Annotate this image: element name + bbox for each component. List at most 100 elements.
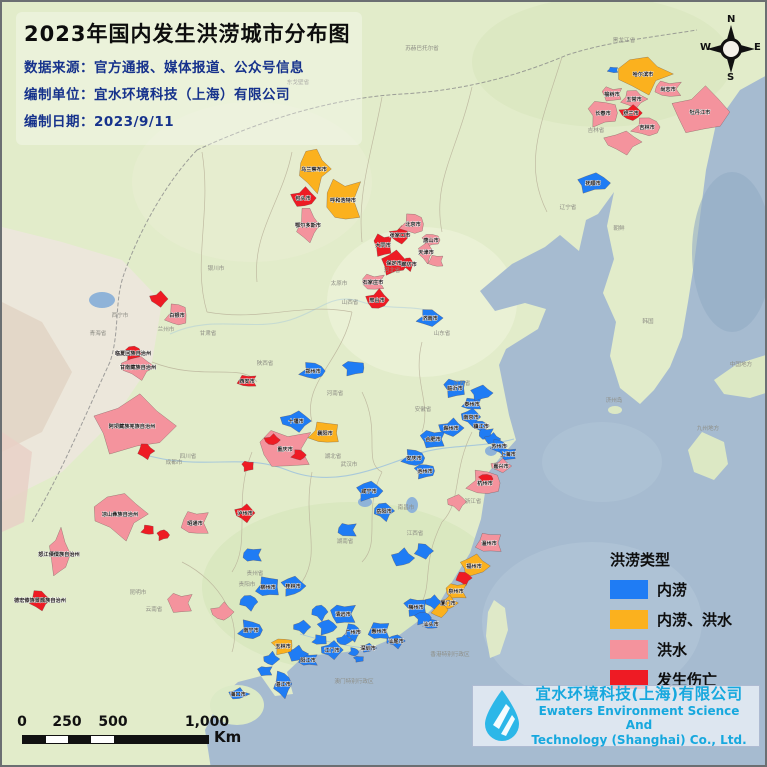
region-label: 福州市 <box>465 562 482 570</box>
region-label: 怒江傈僳族自治州 <box>38 550 80 558</box>
map-region <box>455 571 473 587</box>
map-region <box>447 494 467 512</box>
qinghai-lake <box>89 292 115 308</box>
author-line: 编制单位：宜水环境科技（上海）有限公司 <box>24 87 290 103</box>
map-region-阿坝藏族羌族自治州 <box>93 393 177 455</box>
map-region-天津市 <box>418 241 435 265</box>
map-region-泉州市 <box>445 583 468 599</box>
region-label: 南京市 <box>463 413 479 421</box>
map-region-凉山彝族自治州 <box>93 493 149 542</box>
map-region <box>156 529 171 542</box>
map-region-湛江市 <box>273 670 293 700</box>
place-label: 云南省 <box>146 605 163 613</box>
place-label: 武汉市 <box>341 460 358 468</box>
map-region-汕尾市 <box>386 634 406 650</box>
region-label: 桂林市 <box>284 582 301 590</box>
map-region <box>167 593 193 613</box>
place-label: 辽宁省 <box>560 203 577 211</box>
map-region <box>210 601 235 621</box>
map-region <box>477 474 494 486</box>
map-region-白银市 <box>163 303 187 326</box>
region-label: 乌兰察布市 <box>301 165 328 173</box>
legend-label: 内涝 <box>657 581 688 599</box>
province-boundaries <box>151 56 563 653</box>
data-source-line: 数据来源：官方通报、媒体报道、公众号信息 <box>24 60 304 76</box>
region-label: 德宏傣族景颇族自治州 <box>14 596 66 604</box>
map-region <box>140 524 154 535</box>
map-region-滁州市 <box>438 417 465 437</box>
place-label: 湖北省 <box>325 452 342 460</box>
region-label: 海口市 <box>230 690 246 698</box>
region-label: 白银市 <box>169 311 185 319</box>
jeju-island <box>608 406 622 414</box>
place-label: 南昌市 <box>398 503 415 511</box>
map-region-江门市 <box>320 640 344 661</box>
legend-swatch-nl <box>610 580 648 599</box>
region-label: 岳阳市 <box>376 507 392 515</box>
scale-tick-label: 250 <box>52 714 82 730</box>
place-label: 贵州省 <box>247 569 264 577</box>
region-label: 天津市 <box>418 248 434 256</box>
map-region-咸宁市 <box>356 480 384 502</box>
place-label: 河北省 <box>384 266 401 274</box>
region-label: 襄阳市 <box>316 429 333 437</box>
national-boundary <box>31 29 698 523</box>
map-region-玉林市 <box>270 638 293 656</box>
place-label: 朝鲜 <box>613 224 625 232</box>
region-label: 廊坊市 <box>401 260 417 268</box>
scale-bar-graphic <box>22 735 209 744</box>
region-label: 郑州市 <box>305 367 321 375</box>
place-label: 山西省 <box>342 298 359 306</box>
compass-rose: N E S W <box>700 14 762 86</box>
taiwan-island <box>486 600 508 658</box>
map-region-甘南藏族自治州 <box>121 356 157 381</box>
region-label: 榆树市 <box>604 90 620 98</box>
region-label: 温州市 <box>481 539 497 547</box>
compass-west-label: W <box>700 42 712 53</box>
map-region-临沂市 <box>443 378 466 399</box>
company-name-cn: 宜水环境科技(上海)有限公司 <box>535 685 743 704</box>
map-region-保定市 <box>381 249 409 276</box>
map-region-昭通市 <box>180 511 209 534</box>
map-region <box>239 595 259 612</box>
map-region-深圳市 <box>360 642 378 653</box>
place-label: 河南省 <box>327 389 344 397</box>
region-label: 江门市 <box>324 646 340 654</box>
map-region-南宁市 <box>236 619 263 639</box>
region-label: 杭州市 <box>477 479 493 487</box>
map-region-十堰市 <box>279 410 312 433</box>
region-label: 深圳市 <box>360 644 376 652</box>
legend-item-nl: 内涝 <box>610 579 732 600</box>
map-region <box>606 66 619 73</box>
map-region-鄂尔多斯市 <box>296 208 320 244</box>
map-region <box>337 523 357 537</box>
region-label: 昭通市 <box>187 519 203 527</box>
map-region <box>149 290 169 308</box>
region-label: 梅州市 <box>408 603 424 611</box>
map-region <box>316 619 338 636</box>
map-region-怒江傈僳族自治州 <box>49 526 71 577</box>
region-label: 重庆市 <box>277 445 293 453</box>
map-region-岳阳市 <box>373 502 396 523</box>
place-label: 西宁市 <box>112 311 129 319</box>
place-label: 浙江省 <box>465 497 482 505</box>
place-label: 澳门特别行政区 <box>334 677 374 685</box>
region-label: 石家庄市 <box>362 278 385 286</box>
map-region-海口市 <box>228 687 251 700</box>
legend-swatch-nlhs <box>610 610 648 629</box>
legend: 洪涝类型 内涝 内涝、洪水 洪水 发生伤亡 <box>610 549 732 699</box>
legend-title: 洪涝类型 <box>610 551 671 569</box>
map-region-五常市 <box>620 90 649 109</box>
legend-swatch-sw <box>610 670 648 689</box>
place-label: 中国地方 <box>730 360 753 368</box>
region-label: 唐山市 <box>423 236 439 244</box>
map-region <box>137 443 156 461</box>
japan-west-honshu <box>714 355 765 398</box>
scale-tick-label: 500 <box>98 714 128 730</box>
map-region <box>287 644 310 662</box>
map-region <box>347 647 360 657</box>
place-label: 昆明市 <box>130 588 147 596</box>
